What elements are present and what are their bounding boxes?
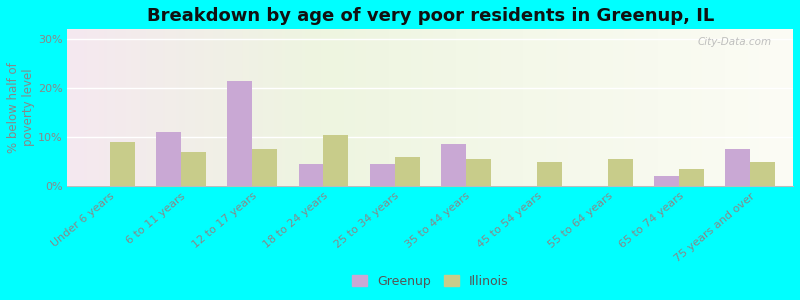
Bar — [679, 169, 704, 186]
Bar — [608, 159, 633, 186]
Bar — [537, 161, 562, 186]
Bar — [298, 164, 323, 186]
Bar — [394, 157, 419, 186]
Bar — [252, 149, 278, 186]
Bar — [441, 144, 466, 186]
Legend: Greenup, Illinois: Greenup, Illinois — [347, 270, 513, 292]
Title: Breakdown by age of very poor residents in Greenup, IL: Breakdown by age of very poor residents … — [146, 7, 714, 25]
Bar — [227, 81, 252, 186]
Bar — [323, 135, 348, 186]
Bar — [654, 176, 679, 186]
Bar — [750, 161, 775, 186]
Text: City-Data.com: City-Data.com — [697, 37, 771, 47]
Bar — [110, 142, 135, 186]
Bar — [726, 149, 750, 186]
Bar — [181, 152, 206, 186]
Y-axis label: % below half of
poverty level: % below half of poverty level — [7, 62, 35, 153]
Bar — [466, 159, 490, 186]
Bar — [370, 164, 394, 186]
Bar — [156, 132, 181, 186]
